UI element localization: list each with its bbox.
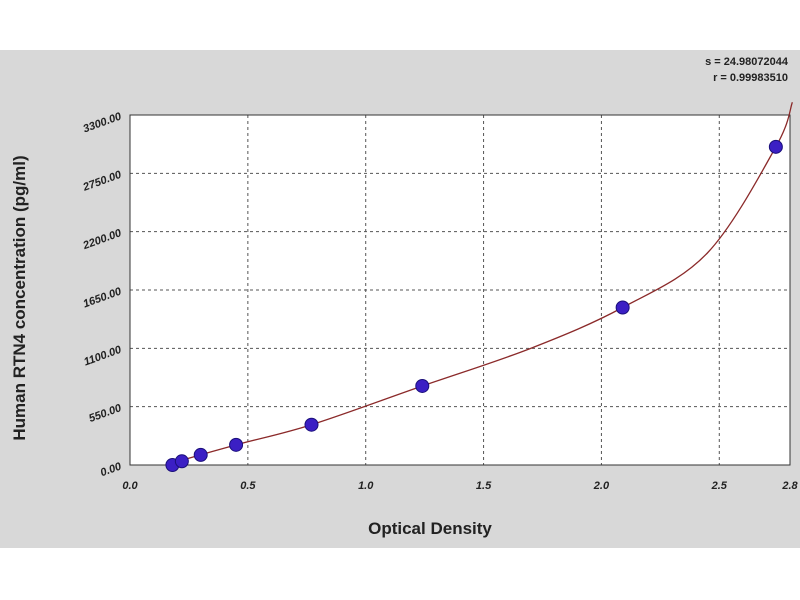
data-point	[415, 378, 430, 393]
x-axis-ticks: 0.0 0.5 1.0 1.5 2.0 2.5 2.8	[122, 480, 798, 492]
chart-frame: s = 24.98072044 r = 0.99983510 0.0 0.5 1.0…	[0, 50, 800, 548]
data-point	[304, 417, 319, 432]
fit-r-value: r = 0.99983510	[713, 72, 788, 84]
fit-s-value: s = 24.98072044	[705, 56, 788, 68]
data-point	[615, 300, 630, 315]
x-tick-label: 2.0	[593, 480, 610, 492]
y-tick-label: 550.00	[87, 402, 124, 425]
axes	[129, 114, 791, 466]
y-tick-label: 0.00	[99, 460, 124, 479]
x-tick-label: 1.0	[358, 480, 374, 492]
plot-border	[129, 114, 791, 466]
data-point	[174, 454, 189, 469]
standard-curve-chart: 0.0 0.5 1.0 1.5 2.0 2.5 2.8 0.00 550.00 1100.00 1…	[10, 102, 799, 538]
y-tick-label: 1100.00	[82, 344, 124, 369]
grid-lines	[130, 115, 790, 465]
fit-statistics: s = 24.98072044 r = 0.99983510	[705, 54, 788, 86]
data-point	[768, 139, 783, 154]
x-tick-label: 0.0	[122, 480, 138, 492]
data-point	[229, 437, 244, 452]
y-tick-label: 2750.00	[81, 169, 124, 195]
data-point	[193, 447, 208, 462]
x-axis-title: Optical Density	[368, 519, 492, 538]
y-axis-ticks: 0.00 550.00 1100.00 1650.00 2200.00 2750.00 33…	[81, 110, 124, 479]
x-tick-label: 1.5	[476, 480, 492, 492]
data-points	[165, 139, 783, 472]
y-tick-label: 1650.00	[82, 285, 124, 310]
x-tick-label: 0.5	[240, 480, 256, 492]
fit-curve	[165, 102, 793, 466]
y-tick-label: 2200.00	[81, 227, 124, 253]
x-tick-label: 2.5	[711, 480, 728, 492]
y-tick-label: 3300.00	[82, 110, 124, 135]
x-tick-label: 2.8	[781, 480, 798, 492]
y-axis-title: Human RTN4 concentration (pg/ml)	[10, 155, 29, 440]
